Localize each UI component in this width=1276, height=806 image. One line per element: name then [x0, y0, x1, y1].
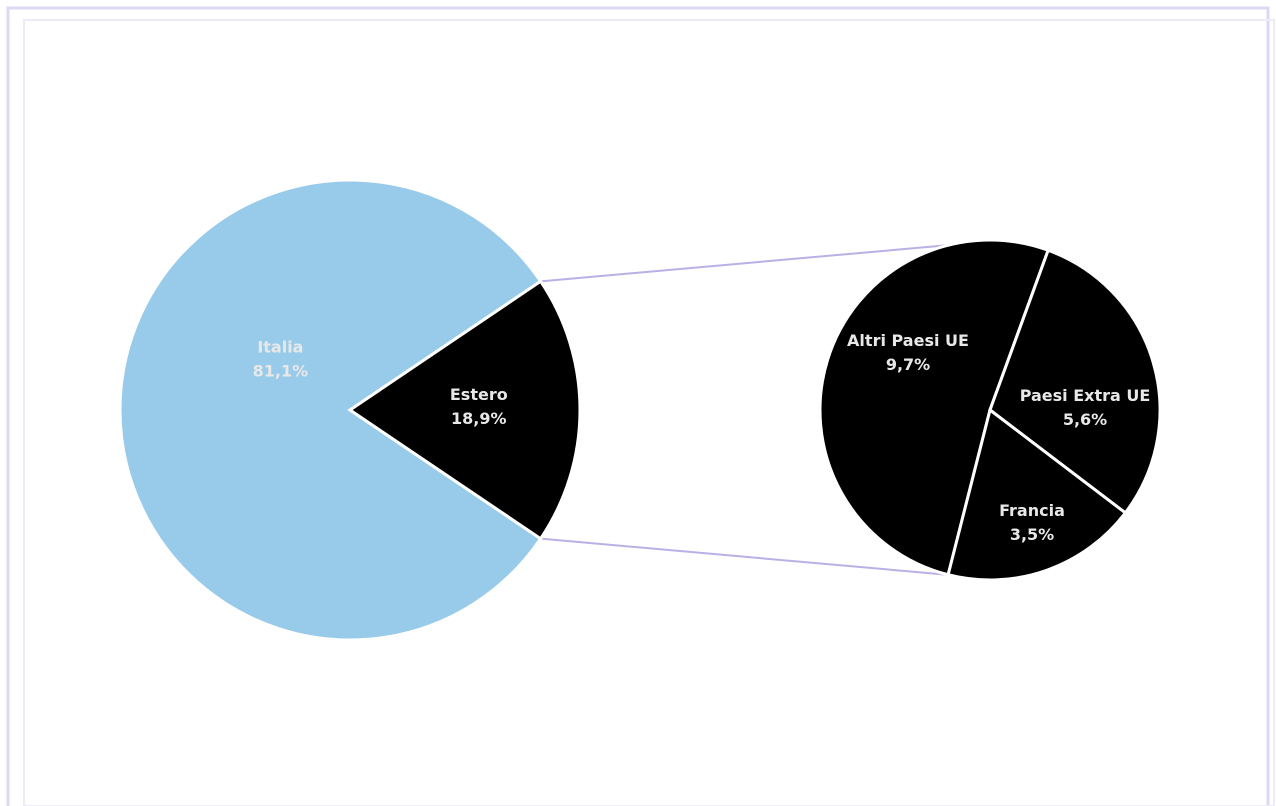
inner-border — [23, 19, 1275, 806]
label-italia-name: Italia — [257, 338, 303, 357]
sub-pie: Altri Paesi UE 9,7% Paesi Extra UE 5,6% Fran… — [818, 238, 1162, 582]
sub-slice-2 — [946, 407, 1128, 582]
label-estero-value: 18,9% — [451, 409, 507, 428]
connector-top — [540, 244, 951, 283]
sub-slice-1 — [988, 248, 1162, 515]
slice-italia — [118, 178, 543, 642]
sub-label-0-name: Altri Paesi UE — [847, 331, 969, 350]
slice-estero — [347, 279, 582, 541]
sub-label-0-value: 9,7% — [886, 355, 930, 374]
label-estero-name: Estero — [450, 385, 508, 404]
connector-lines — [540, 244, 951, 576]
connector-bottom — [540, 537, 951, 576]
outer-border — [6, 6, 1270, 806]
label-italia-value: 81,1% — [253, 362, 309, 381]
sub-label-2-value: 3,5% — [1010, 525, 1054, 544]
sub-label-1-name: Paesi Extra UE — [1020, 386, 1151, 405]
main-pie: Italia 81,1% Estero 18,9% — [118, 178, 582, 642]
sub-slice-0 — [818, 238, 1051, 577]
sub-label-2-name: Francia — [999, 501, 1065, 520]
sub-label-1-value: 5,6% — [1063, 410, 1107, 429]
